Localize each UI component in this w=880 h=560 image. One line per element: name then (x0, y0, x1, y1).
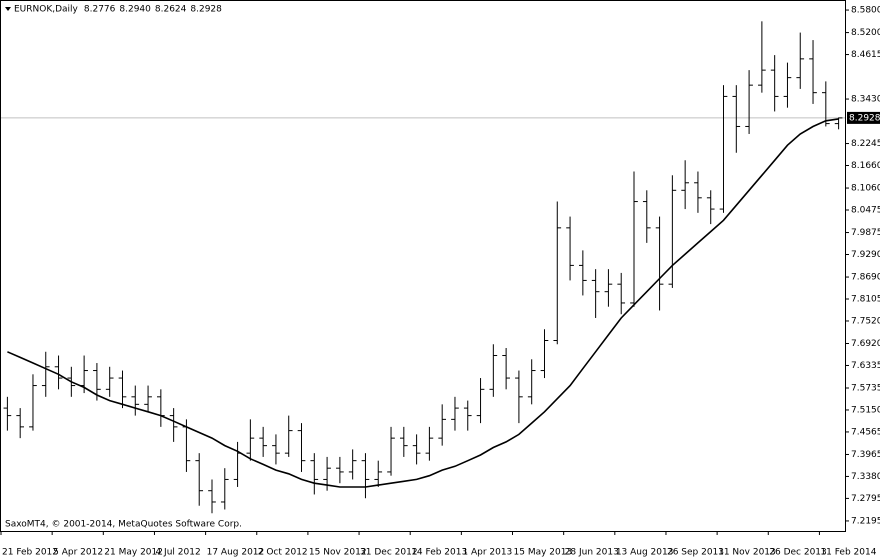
menu-arrow (5, 7, 11, 11)
symbol: EURNOK,Daily (14, 5, 79, 15)
moving-average (7, 118, 839, 488)
x-tick-label: 15 May 2013 (514, 548, 573, 558)
y-tick-label: 7.9875 (851, 228, 880, 238)
x-tick-label: 21 Feb 2012 (2, 548, 58, 558)
x-tick-label: 31 Dec 2012 (360, 548, 418, 558)
price-label-box (847, 111, 880, 124)
footer: SaxoMT4, © 2001-2014, MetaQuotes Softwar… (5, 520, 242, 530)
y-tick-label: 8.5200 (851, 28, 880, 38)
x-tick-label: 1 Apr 2013 (462, 548, 512, 558)
y-tick-label: 7.6335 (851, 361, 880, 371)
x-tick-label: 26 Sep 2013 (667, 548, 724, 558)
ohlc-value: 8.2928 (190, 5, 222, 15)
y-tick-label: 7.8105 (851, 295, 880, 305)
x-tick-label: 5 Apr 2012 (53, 548, 103, 558)
x-tick-label: 15 Nov 2012 (309, 548, 367, 558)
ohlc-value: 8.2624 (155, 5, 187, 15)
y-tick-label: 7.9290 (851, 250, 880, 260)
y-tick-label: 8.2245 (851, 139, 880, 149)
x-tick-label: 14 Feb 2013 (411, 548, 467, 558)
y-tick-label: 7.3380 (851, 472, 880, 482)
plot-frame (0, 0, 846, 532)
y-tick-label: 7.7520 (851, 316, 880, 326)
y-tick-label: 7.8690 (851, 273, 880, 283)
x-tick-label: 2 Oct 2012 (258, 548, 308, 558)
y-tick-label: 8.5800 (851, 6, 880, 16)
y-tick-label: 8.0475 (851, 206, 880, 216)
x-tick-label: 21 May 2012 (104, 548, 163, 558)
y-tick-label: 7.5735 (851, 384, 880, 394)
x-tick-label: 13 Aug 2013 (616, 548, 674, 558)
y-tick-label: 7.6920 (851, 339, 880, 349)
y-tick-label: 8.3430 (851, 95, 880, 105)
x-tick-label: 11 Nov 2013 (718, 548, 776, 558)
y-tick-label: 7.3965 (851, 450, 880, 460)
x-tick-label: 4 Jul 2012 (155, 548, 200, 558)
price-label: 8.2928 (849, 113, 880, 123)
y-tick-label: 7.2795 (851, 494, 880, 504)
y-tick-label: 8.1060 (851, 184, 880, 194)
x-tick-label: 26 Dec 2013 (769, 548, 827, 558)
ohlc-value: 8.2776 (84, 5, 116, 15)
ohlc-value: 8.2940 (119, 5, 151, 15)
y-tick-label: 7.4565 (851, 427, 880, 437)
y-tick-label: 8.1660 (851, 161, 880, 171)
y-tick-label: 7.2195 (851, 516, 880, 526)
x-tick-label: 28 Jun 2013 (565, 548, 619, 558)
y-tick-label: 7.5150 (851, 405, 880, 415)
x-tick-label: 11 Feb 2014 (820, 548, 876, 558)
y-tick-label: 8.4615 (851, 50, 880, 60)
x-tick-label: 17 Aug 2012 (207, 548, 265, 558)
